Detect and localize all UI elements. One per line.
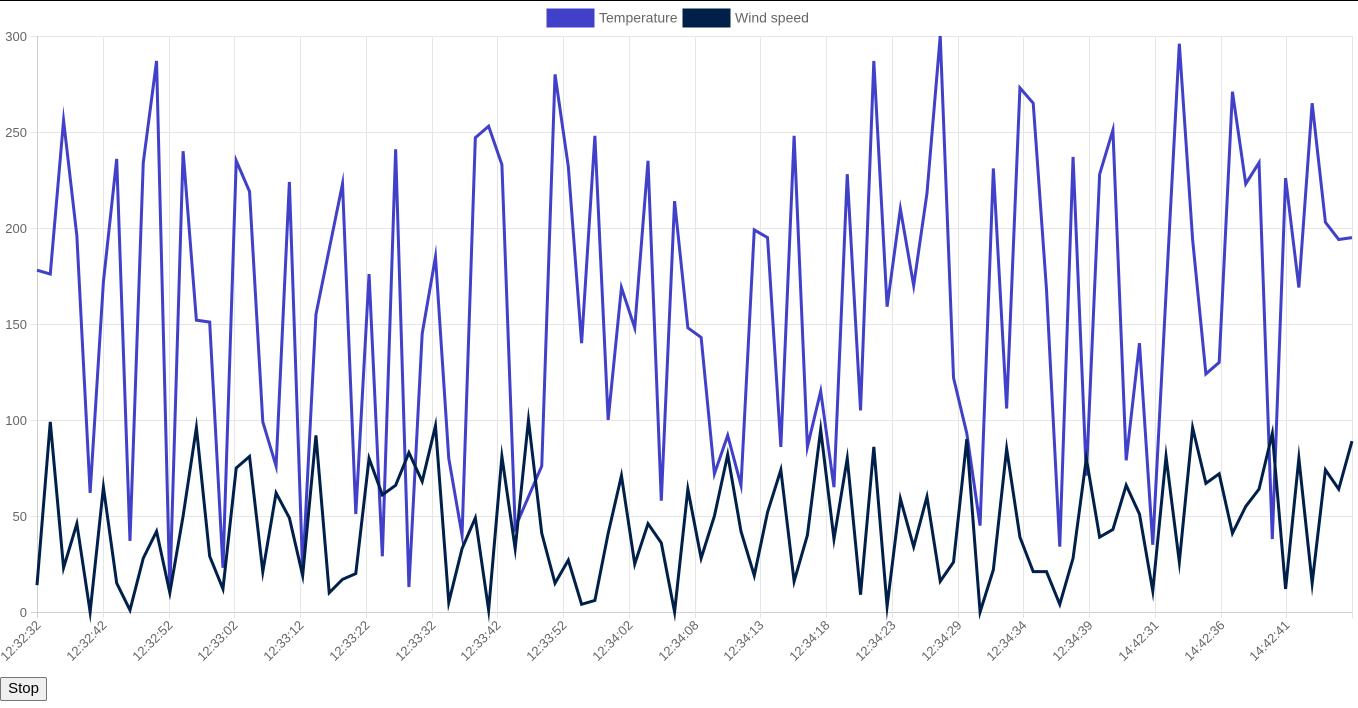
y-tick-label: 0	[20, 605, 27, 620]
x-tick-label: 12:34:23	[852, 618, 898, 664]
y-tick-label: 150	[5, 317, 27, 332]
y-tick-label: 250	[5, 125, 27, 140]
x-tick-label: 12:34:02	[589, 618, 635, 664]
grid	[31, 36, 1353, 618]
x-tick-label: 12:33:12	[260, 618, 306, 664]
x-tick-label: 12:33:02	[194, 618, 240, 664]
y-tick-label: 300	[5, 29, 27, 44]
series-line-temperature	[36, 35, 1353, 591]
x-axis-ticks: 12:32:32 12:32:42 12:32:52 12:33:02 12:33:12…	[0, 618, 1293, 664]
series-lines	[35, 35, 1354, 624]
x-tick-label: 12:34:39	[1049, 618, 1095, 664]
y-tick-label: 200	[5, 221, 27, 236]
legend-label-temperature: Temperature	[599, 10, 678, 26]
x-tick-label: 12:34:18	[786, 618, 832, 664]
x-tick-label: 12:32:32	[0, 618, 44, 664]
y-tick-label: 50	[13, 509, 27, 524]
x-tick-label: 12:33:42	[457, 618, 503, 664]
stop-button[interactable]: Stop	[0, 677, 47, 701]
legend-item-wind-speed[interactable]: Wind speed	[682, 8, 809, 28]
line-chart: 0 50 100 150 200 250 300 12:32:32 12:32:42 12:32…	[0, 8, 1354, 664]
x-tick-label: 12:33:22	[326, 618, 372, 664]
x-tick-label: 12:34:29	[918, 618, 964, 664]
x-tick-label: 12:32:42	[63, 618, 109, 664]
x-tick-label: 12:34:34	[983, 618, 1029, 664]
y-axis-ticks: 0 50 100 150 200 250 300	[5, 29, 27, 620]
x-tick-label: 12:33:52	[523, 618, 569, 664]
y-tick-label: 100	[5, 413, 27, 428]
x-tick-label: 12:34:08	[655, 618, 701, 664]
series-line-wind-speed	[35, 406, 1354, 624]
legend-item-temperature[interactable]: Temperature	[546, 8, 678, 28]
x-tick-label: 14:42:41	[1246, 618, 1292, 664]
x-tick-label: 12:33:32	[392, 618, 438, 664]
legend[interactable]: Temperature Wind speed	[546, 8, 809, 28]
x-tick-label: 14:42:36	[1181, 618, 1227, 664]
x-tick-label: 12:32:52	[129, 618, 175, 664]
legend-swatch-temperature	[546, 8, 595, 28]
x-tick-label: 12:34:13	[720, 618, 766, 664]
legend-label-wind-speed: Wind speed	[735, 10, 809, 26]
top-border	[0, 0, 1358, 1]
x-tick-label: 14:42:31	[1115, 618, 1161, 664]
legend-swatch-wind-speed	[682, 8, 731, 28]
